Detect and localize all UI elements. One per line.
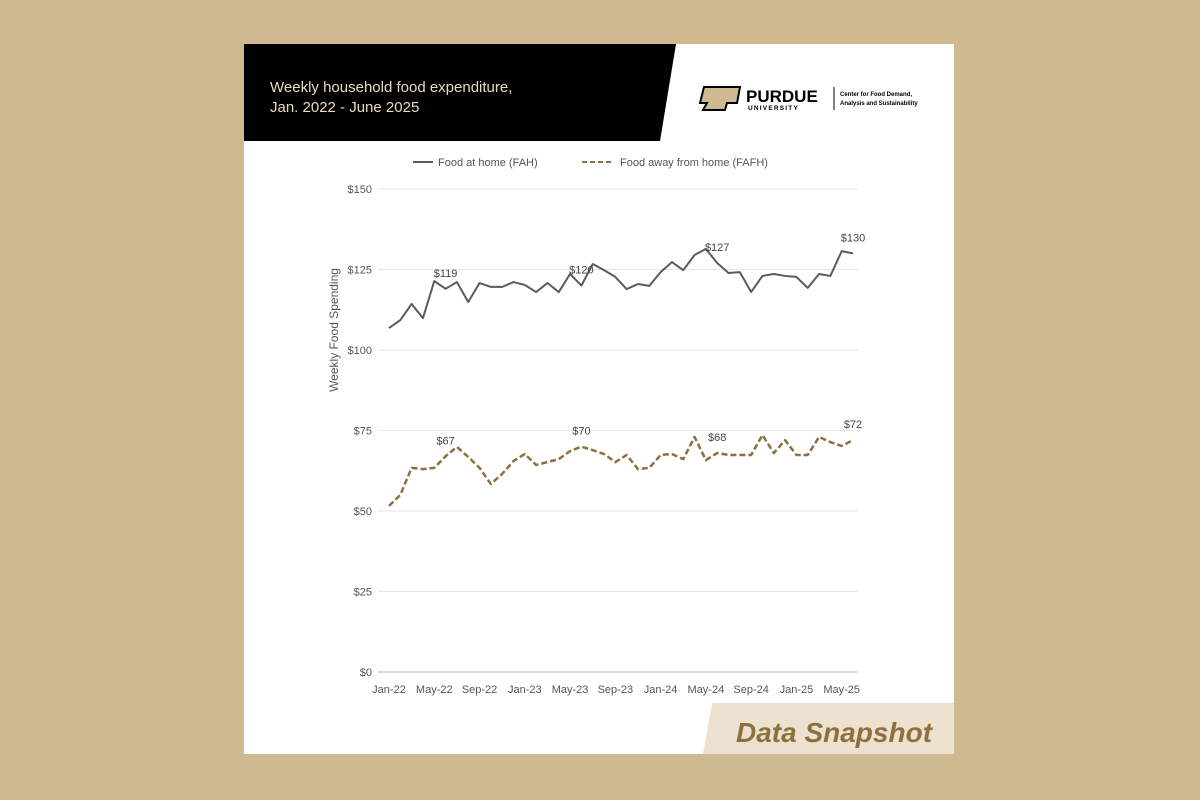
x-tick-label: Sep-24 bbox=[733, 684, 768, 696]
x-tick-label: May-24 bbox=[688, 684, 725, 696]
y-tick-label: $0 bbox=[360, 667, 372, 679]
series-line bbox=[388, 433, 854, 507]
data-label: $72 bbox=[844, 419, 862, 431]
data-label: $120 bbox=[569, 265, 593, 277]
header-band bbox=[244, 44, 676, 141]
x-tick-label: May-23 bbox=[552, 684, 589, 696]
y-tick-label: $100 bbox=[348, 345, 372, 357]
logo-sub: UNIVERSITY bbox=[748, 105, 799, 112]
chart-title: Weekly household food expenditure, bbox=[270, 79, 512, 96]
y-tick-label: $125 bbox=[348, 265, 372, 277]
y-tick-label: $50 bbox=[354, 506, 372, 518]
data-label: $127 bbox=[705, 242, 729, 254]
x-tick-label: Jan-22 bbox=[372, 684, 406, 696]
data-label: $68 bbox=[708, 432, 726, 444]
logo-center: Analysis and Sustainability bbox=[840, 101, 918, 107]
card: Weekly household food expenditure, Jan. … bbox=[244, 44, 954, 754]
x-tick-label: Jan-25 bbox=[780, 684, 814, 696]
legend-label: Food away from home (FAFH) bbox=[620, 157, 768, 169]
logo-mark bbox=[698, 86, 742, 111]
y-tick-label: $75 bbox=[354, 426, 372, 438]
chart: Weekly household food expenditure, Jan. … bbox=[244, 44, 954, 754]
legend-label: Food at home (FAH) bbox=[438, 157, 538, 169]
data-label: $67 bbox=[436, 435, 454, 447]
chart-title: Jan. 2022 - June 2025 bbox=[270, 99, 419, 116]
x-tick-label: May-25 bbox=[823, 684, 860, 696]
x-tick-label: May-22 bbox=[416, 684, 453, 696]
x-tick-label: Sep-23 bbox=[598, 684, 633, 696]
y-tick-label: $25 bbox=[354, 587, 372, 599]
logo-name: PURDUE bbox=[746, 87, 818, 106]
data-label: $119 bbox=[434, 268, 458, 280]
data-label: $70 bbox=[572, 426, 590, 438]
x-tick-label: Jan-23 bbox=[508, 684, 542, 696]
logo-center: Center for Food Demand, bbox=[840, 92, 912, 98]
y-tick-label: $150 bbox=[348, 184, 372, 196]
x-tick-label: Jan-24 bbox=[644, 684, 678, 696]
series-line bbox=[388, 247, 854, 329]
footer-text: Data Snapshot bbox=[736, 717, 934, 748]
footer-band bbox=[703, 703, 954, 754]
y-axis-label: Weekly Food Spending bbox=[327, 268, 341, 392]
x-tick-label: Sep-22 bbox=[462, 684, 497, 696]
logo: PURDUE UNIVERSITY Center for Food Demand… bbox=[698, 86, 918, 112]
data-label: $130 bbox=[841, 232, 865, 244]
